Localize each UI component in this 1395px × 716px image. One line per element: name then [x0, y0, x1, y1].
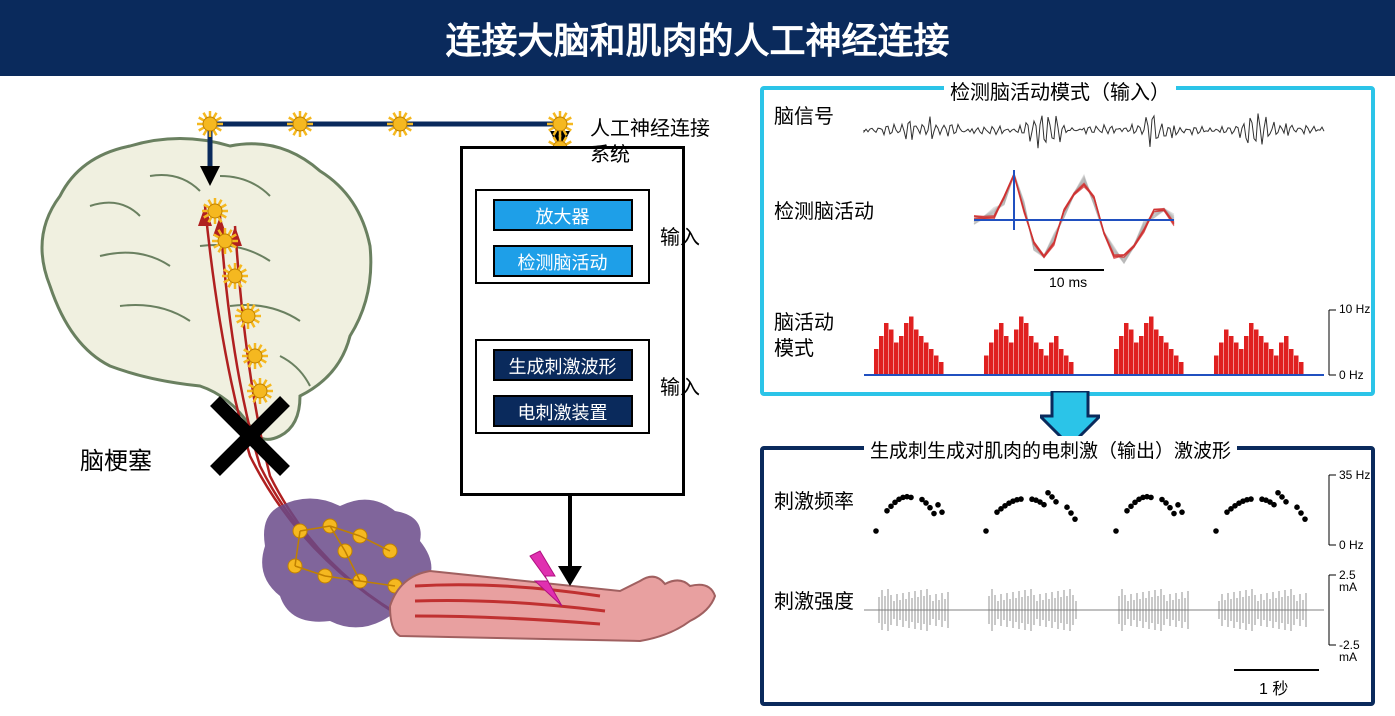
left-panel: 放大器 检测脑活动 生成刺激波形 电刺激装置 人工神经连接 系统 输入 输入 脑…	[0, 76, 740, 716]
generate-block: 生成刺激波形	[493, 349, 633, 381]
amplifier-block: 放大器	[493, 199, 633, 231]
activity-histogram	[874, 317, 1304, 376]
input-subbox: 放大器 检测脑活动	[475, 189, 650, 284]
stim-intensity-trace	[879, 589, 1306, 631]
row1-label: 脑信号	[774, 100, 834, 129]
row5-label: 刺激强度	[774, 585, 854, 614]
row5-unit2: mA	[1339, 650, 1357, 664]
system-box: 放大器 检测脑活动 生成刺激波形 电刺激装置	[460, 146, 685, 496]
input-signals-box: 检测脑活动模式（输入） 脑信号 检测脑活动 脑活动 模式 10 ms	[760, 86, 1375, 396]
output-signals-box: 生成刺生成对肌肉的电刺激（输出）激波形 刺激频率 刺激强度	[760, 446, 1375, 706]
arm-icon	[390, 571, 715, 641]
row4-label: 刺激频率	[774, 485, 854, 514]
main-area: 放大器 检测脑活动 生成刺激波形 电刺激装置 人工神经连接 系统 输入 输入 脑…	[0, 76, 1395, 716]
row2-label: 检测脑活动	[774, 195, 874, 224]
input-label-1: 输入	[660, 221, 700, 250]
row3-axis	[1329, 310, 1336, 375]
right-panel: 检测脑活动模式（输入） 脑信号 检测脑活动 脑活动 模式 10 ms	[760, 76, 1380, 716]
spike-waveforms	[974, 170, 1174, 263]
output-signals-svg	[764, 450, 1379, 710]
detect-block: 检测脑活动	[493, 245, 633, 277]
lightning-icon	[530, 551, 562, 606]
brain-signal-trace	[864, 114, 1324, 149]
stroke-label: 脑梗塞	[80, 441, 152, 476]
stim-frequency-scatter	[873, 490, 1308, 534]
stimulator-block: 电刺激装置	[493, 395, 633, 427]
neuron-patch-icon	[262, 499, 431, 628]
input-signals-svg: 10 ms	[764, 90, 1379, 400]
title-text: 连接大脑和肌肉的人工神经连接	[445, 20, 949, 61]
row3-ymin: 0 Hz	[1339, 368, 1364, 382]
red-arrowheads	[198, 206, 242, 246]
input-label-2: 输入	[660, 371, 700, 400]
row2-scale-text: 10 ms	[1049, 274, 1087, 290]
row3-ymax: 10 Hz	[1339, 302, 1370, 316]
time-scale-text: 1 秒	[1259, 675, 1288, 699]
row3-label: 脑活动 模式	[774, 310, 834, 362]
stroke-x-icon	[215, 401, 285, 471]
row4-ymax: 35 Hz	[1339, 468, 1370, 482]
row4-axis	[1329, 475, 1336, 545]
row5-axis	[1329, 575, 1336, 645]
output-box-title: 生成刺生成对肌肉的电刺激（输出）激波形	[864, 436, 1237, 463]
title-bar: 连接大脑和肌肉的人工神经连接	[0, 0, 1395, 76]
input-box-title: 检测脑活动模式（输入）	[944, 76, 1176, 105]
row4-ymin: 0 Hz	[1339, 538, 1364, 552]
row5-unit1: mA	[1339, 580, 1357, 594]
arrow-to-arm-head	[558, 566, 582, 586]
red-pathways	[205, 206, 420, 626]
output-subbox: 生成刺激波形 电刺激装置	[475, 339, 650, 434]
brain-icon	[42, 139, 371, 440]
system-label: 人工神经连接 系统	[590, 116, 710, 168]
